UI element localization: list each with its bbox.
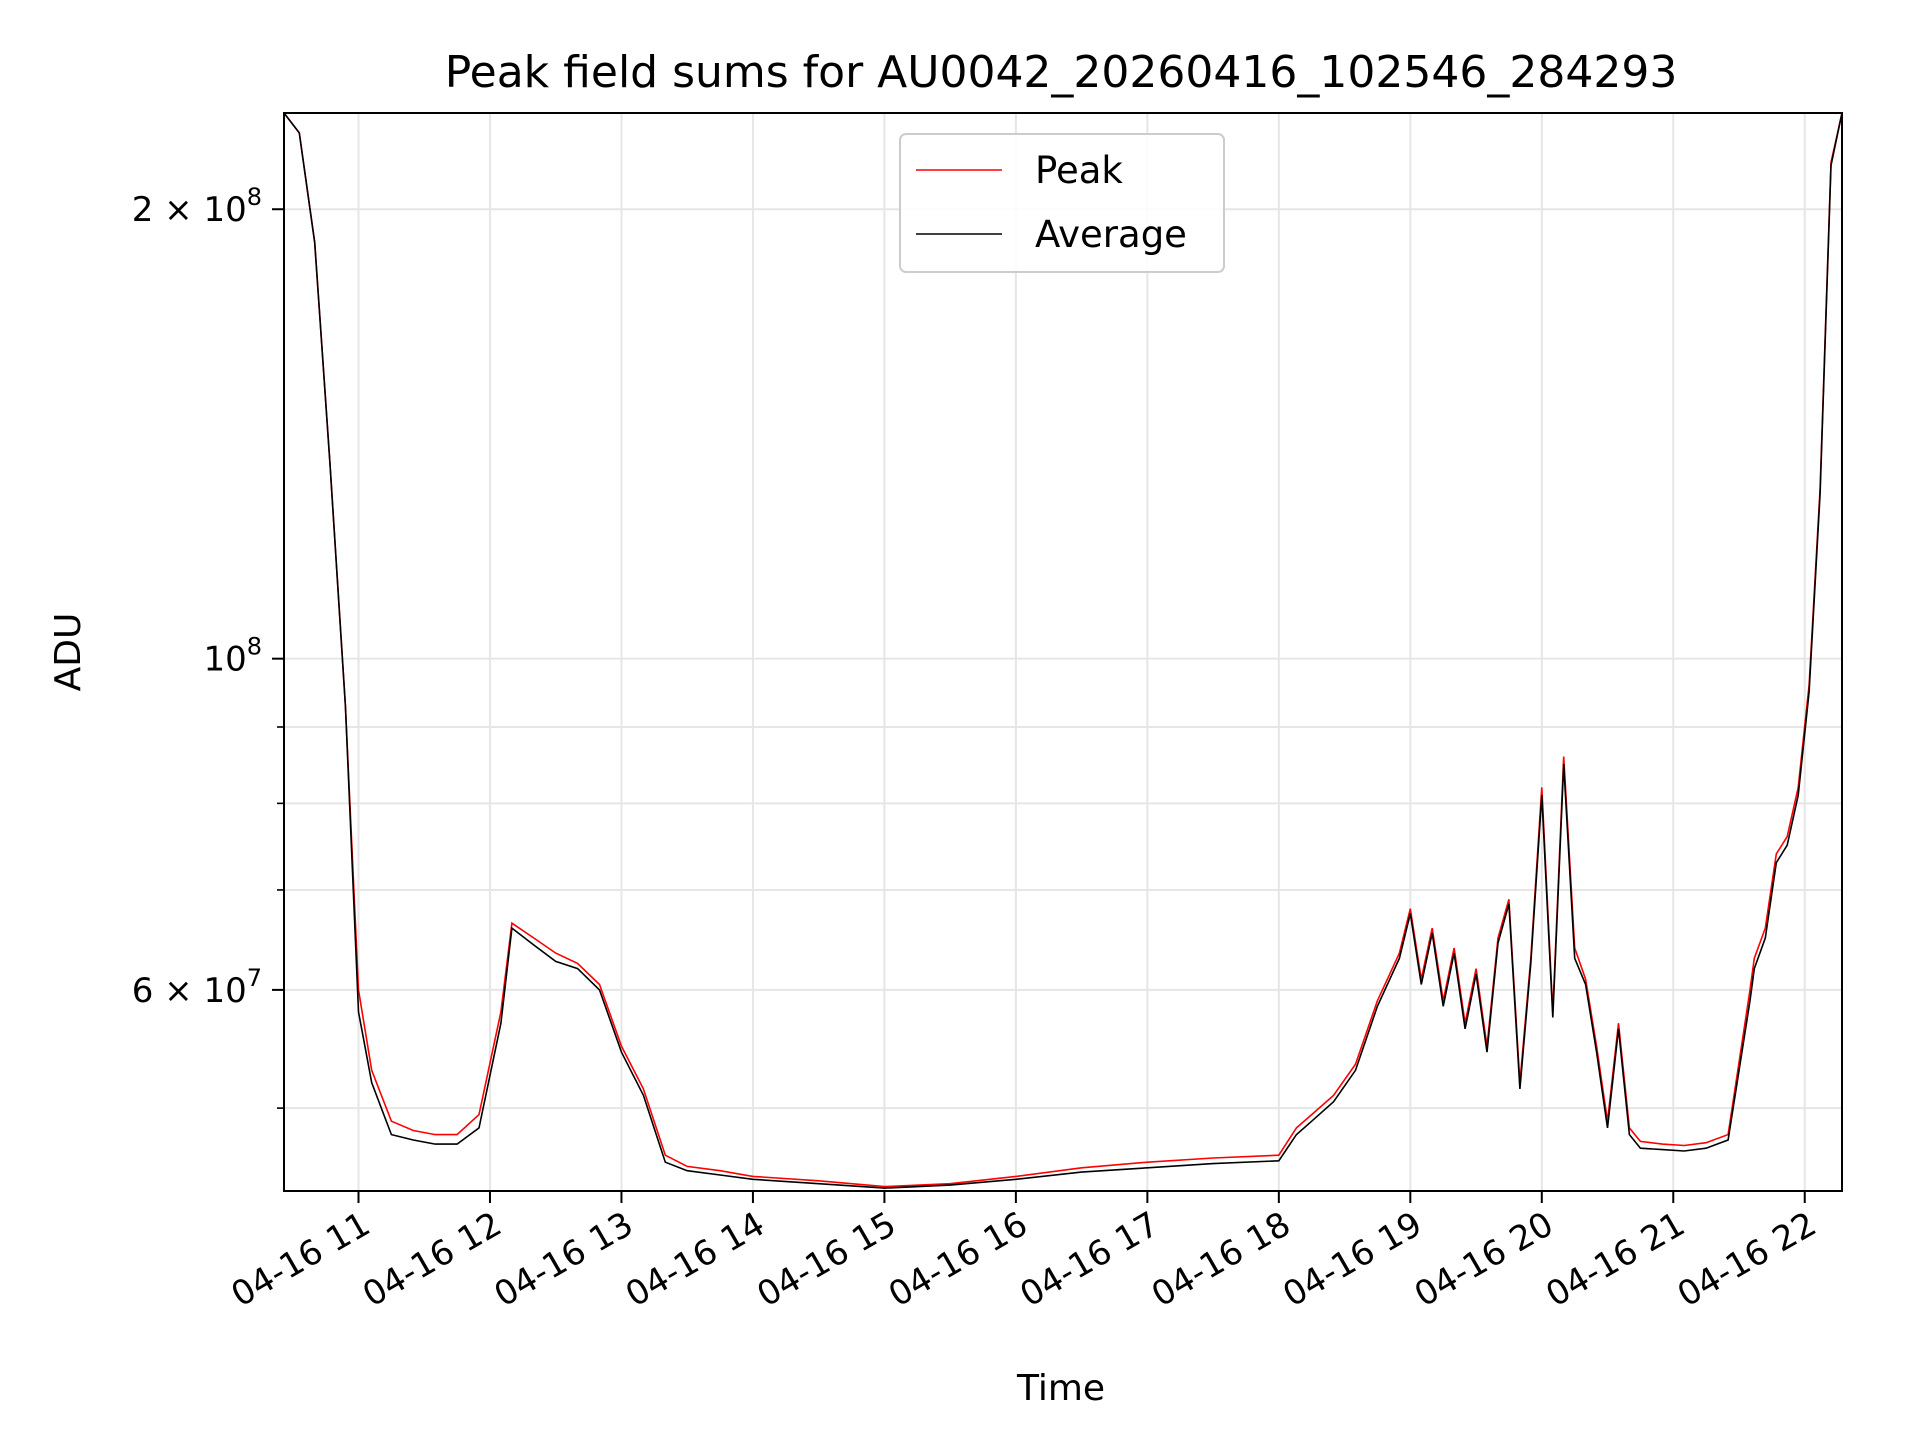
x-axis-label: Time xyxy=(1016,1368,1105,1409)
y-axis-ticks: 2 × 108 108 6 × 107 xyxy=(132,183,284,1109)
y-axis-label: ADU xyxy=(48,613,89,692)
axes-frame xyxy=(283,112,1843,1192)
chart-title: Peak field sums for AU0042_20260416_1025… xyxy=(445,47,1678,98)
legend-box xyxy=(899,133,1225,273)
y-tick-label: 6 × 107 xyxy=(132,964,262,1011)
grid-lines xyxy=(284,113,1842,1191)
series-line-peak xyxy=(283,112,1843,1188)
legend-label-average: Average xyxy=(1035,213,1187,256)
legend: Peak Average xyxy=(899,133,1225,273)
plot-area xyxy=(283,112,1843,1189)
series-line-average xyxy=(283,112,1843,1189)
y-tick-label: 2 × 108 xyxy=(132,183,262,230)
legend-label-peak: Peak xyxy=(1035,149,1123,192)
y-tick-label: 108 xyxy=(203,633,262,680)
